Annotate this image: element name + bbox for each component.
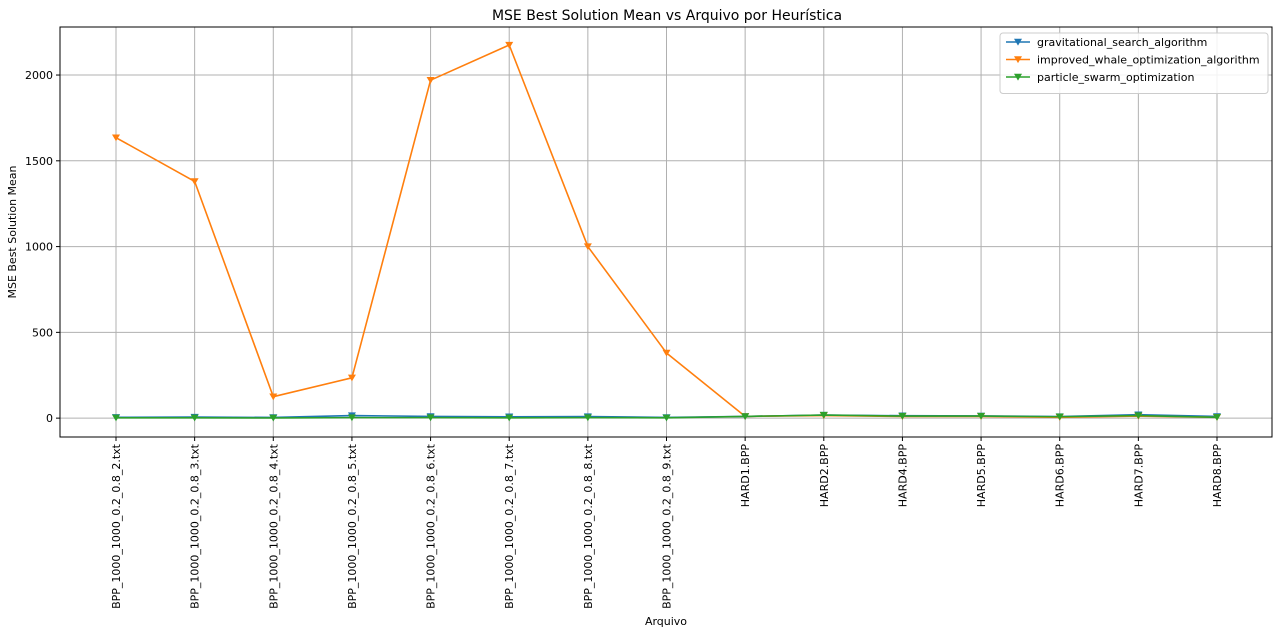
data-point <box>977 412 986 420</box>
data-point <box>1134 412 1143 420</box>
x-tick-label: HARD5.BPP <box>975 444 988 508</box>
x-tick-label: HARD6.BPP <box>1054 444 1067 508</box>
y-tick-label: 500 <box>32 326 53 339</box>
data-point <box>662 349 671 357</box>
y-tick-label: 1000 <box>25 241 53 254</box>
x-axis-label: Arquivo <box>645 615 687 628</box>
y-tick-label: 2000 <box>25 69 53 82</box>
legend-item: improved_whale_optimization_algorithm <box>1006 54 1260 67</box>
x-tick-label: BPP_1000_1000_0.2_0.8_3.txt <box>189 443 202 609</box>
series-particle_swarm_optimization <box>112 411 1221 422</box>
data-point <box>426 414 435 422</box>
data-point <box>583 243 592 251</box>
data-point <box>741 413 750 421</box>
x-tick-label: BPP_1000_1000_0.2_0.8_5.txt <box>346 443 359 609</box>
legend-box <box>999 32 1269 94</box>
data-point <box>505 414 514 422</box>
data-point <box>112 414 120 422</box>
legend-marker <box>1014 73 1022 81</box>
x-tick-label: HARD2.BPP <box>818 444 831 508</box>
legend-label: particle_swarm_optimization <box>1037 71 1194 84</box>
x-tick-label: BPP_1000_1000_0.2_0.8_2.txt <box>110 443 123 609</box>
data-point <box>347 374 356 382</box>
chart-title: MSE Best Solution Mean vs Arquivo por He… <box>492 8 842 24</box>
data-point <box>190 414 199 422</box>
x-tick-label: HARD8.BPP <box>1211 444 1224 508</box>
data-point <box>112 134 120 142</box>
x-tick-label: HARD7.BPP <box>1132 444 1145 508</box>
data-point <box>583 414 592 422</box>
x-tick-label: BPP_1000_1000_0.2_0.8_8.txt <box>582 443 595 609</box>
data-point <box>347 414 356 422</box>
grid-lines <box>60 27 1272 437</box>
x-tick-label: BPP_1000_1000_0.2_0.8_7.txt <box>503 443 516 609</box>
y-axis-label: MSE Best Solution Mean <box>6 165 19 298</box>
data-point <box>190 178 199 185</box>
data-point <box>819 411 828 419</box>
legend-label: improved_whale_optimization_algorithm <box>1037 54 1260 67</box>
legend-label: gravitational_search_algorithm <box>1037 36 1207 49</box>
data-point <box>269 414 278 422</box>
data-point <box>662 414 671 422</box>
x-tick-label: BPP_1000_1000_0.2_0.8_9.txt <box>661 443 674 609</box>
y-tick-label: 0 <box>46 412 53 425</box>
y-tick-label: 1500 <box>25 155 53 168</box>
plot-frame <box>59 26 1273 438</box>
y-axis-ticks: 0 500 1000 1500 2000 <box>25 69 60 425</box>
legend: gravitational_search_algorithm improved_w… <box>999 32 1269 94</box>
data-point <box>505 41 514 49</box>
series-lines <box>112 41 1221 422</box>
x-tick-label: BPP_1000_1000_0.2_0.8_4.txt <box>267 443 280 609</box>
data-point <box>1055 413 1064 421</box>
data-point <box>269 393 278 401</box>
legend-item: gravitational_search_algorithm <box>1006 36 1207 49</box>
x-axis-ticks: BPP_1000_1000_0.2_0.8_2.txt BPP_1000_1000… <box>110 437 1224 609</box>
data-point <box>426 76 435 84</box>
data-point <box>898 412 907 420</box>
legend-item: particle_swarm_optimization <box>1006 71 1194 84</box>
x-tick-label: BPP_1000_1000_0.2_0.8_6.txt <box>425 443 438 609</box>
legend-marker <box>1014 56 1022 64</box>
x-tick-label: HARD1.BPP <box>739 444 752 508</box>
data-point <box>1213 414 1221 421</box>
legend-marker <box>1014 38 1022 46</box>
x-tick-label: HARD4.BPP <box>896 444 909 508</box>
